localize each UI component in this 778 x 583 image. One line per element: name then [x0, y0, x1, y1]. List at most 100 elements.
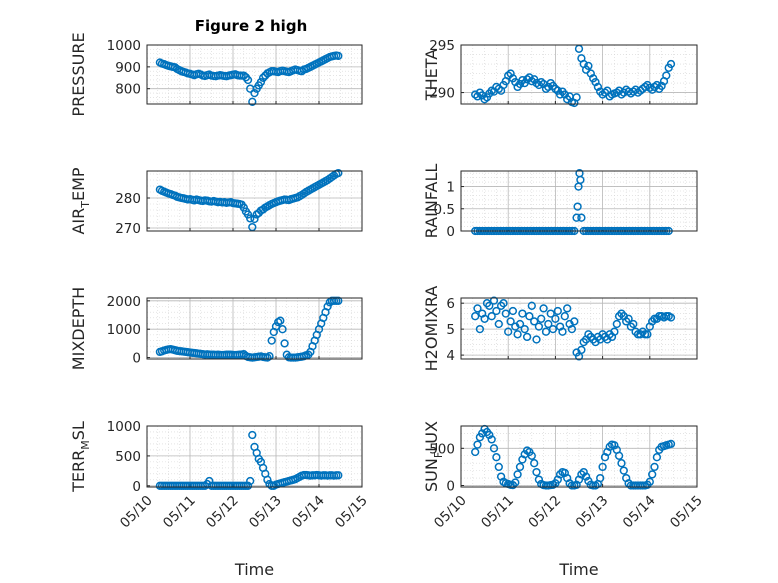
y-tick-label: 1000 [107, 38, 141, 54]
data-point [579, 467, 588, 477]
data-series-h2omixra [471, 296, 676, 361]
y-label-subscript: F [432, 452, 445, 458]
data-point [573, 202, 582, 211]
data-point [265, 352, 274, 361]
y-tick-label: 500 [429, 441, 455, 457]
y-label-main: AIR [69, 208, 88, 235]
data-point [473, 440, 482, 449]
data-point [334, 296, 343, 305]
data-point [506, 317, 515, 326]
data-point [645, 477, 654, 486]
y-label-main: TERR [69, 450, 88, 493]
data-point [648, 470, 657, 479]
y-tick-label: 1 [446, 180, 455, 196]
data-point [567, 481, 577, 490]
data-point [243, 481, 253, 490]
data-point [617, 459, 626, 468]
axes-box [146, 44, 363, 105]
subplot-h2omixra: 4 5 6 H2OMIXRA [422, 286, 698, 371]
data-series-mixdepth [155, 296, 343, 362]
data-point [513, 470, 522, 479]
data-point [267, 336, 276, 345]
data-point [522, 332, 532, 342]
data-point [250, 88, 259, 98]
y-axis-label: MIXDEPTH [69, 287, 88, 370]
data-point [487, 435, 496, 444]
data-point [577, 213, 586, 222]
data-point [619, 466, 628, 475]
data-point [513, 330, 522, 339]
data-point [657, 81, 666, 91]
y-axis-label: AIRTEMP [69, 167, 92, 234]
data-point [541, 327, 551, 336]
data-point [610, 327, 619, 336]
data-point [530, 317, 539, 326]
data-point [334, 51, 343, 61]
data-point [614, 451, 624, 460]
data-point [544, 319, 553, 329]
data-point [560, 312, 569, 321]
data-point [593, 82, 603, 92]
data-point [246, 476, 255, 486]
data-point [539, 304, 548, 313]
x-axis-label: Time [558, 560, 598, 579]
y-label-rest: SL [69, 421, 88, 440]
data-point [555, 470, 565, 479]
y-label-main: SUN [422, 458, 441, 492]
data-point [334, 471, 343, 480]
data-point [662, 71, 671, 80]
y-tick-label: 0 [446, 479, 455, 495]
data-point [537, 314, 546, 323]
data-point [624, 314, 633, 323]
data-point [584, 61, 593, 71]
data-point [248, 430, 257, 440]
axes-box [146, 170, 363, 232]
data-point [334, 168, 343, 178]
data-point [246, 214, 255, 223]
data-point [297, 67, 306, 76]
y-tick-label: 900 [115, 60, 141, 76]
data-point [243, 75, 253, 85]
data-point [480, 314, 489, 323]
data-point [494, 462, 503, 472]
data-point [475, 324, 485, 334]
data-point [617, 90, 626, 99]
axes-box [460, 425, 698, 488]
data-point [567, 324, 577, 334]
data-point [572, 93, 581, 102]
data-point [473, 304, 482, 313]
y-tick-label: 1000 [107, 419, 141, 435]
y-tick-label: 0.5 [434, 202, 455, 218]
data-point [258, 73, 268, 82]
data-point [530, 459, 539, 468]
data-point [610, 441, 619, 450]
subplot-air_temp: 270 280 AIRTEMP [69, 167, 363, 237]
data-point [489, 296, 499, 305]
data-point [553, 306, 562, 316]
data-point [487, 312, 496, 321]
data-point [323, 302, 332, 311]
data-point [546, 309, 555, 318]
figure-title: Figure 2 high [195, 17, 308, 35]
y-label-rest: LUX [422, 421, 441, 452]
data-point [576, 175, 585, 185]
data-point [489, 444, 499, 453]
y-tick-label: 6 [446, 296, 455, 312]
data-point [598, 462, 607, 472]
y-axis-label: PRESSURE [69, 32, 88, 116]
data-point [527, 301, 536, 310]
data-point [508, 306, 518, 316]
subplot-pressure: 800 900 1000 PRESSURE [69, 32, 363, 117]
data-point [511, 478, 520, 487]
y-tick-label: 500 [115, 449, 141, 465]
data-point [492, 453, 501, 462]
y-tick-label: 295 [429, 38, 455, 54]
data-point [558, 327, 567, 336]
data-point [532, 335, 541, 344]
data-point [276, 316, 285, 325]
data-point [499, 299, 508, 308]
data-point [629, 319, 638, 329]
data-point [205, 476, 214, 486]
data-point [652, 453, 662, 462]
